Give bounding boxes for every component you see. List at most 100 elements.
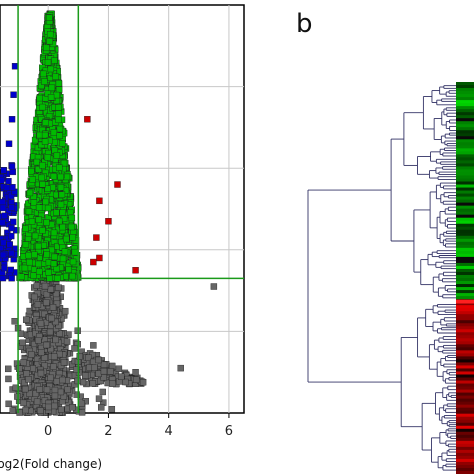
heat-cell-128 [456,467,474,472]
point-1281 [26,390,33,397]
point-3011 [57,201,65,208]
point-2926 [43,251,50,258]
panel-label-b: b [296,9,313,39]
heat-cell-56 [456,250,474,255]
point-1286 [57,406,65,413]
heat-cell-33 [456,181,474,186]
point-2972 [35,166,42,173]
point-1490 [81,372,89,379]
heat-cell-17 [456,133,474,137]
point-2964 [38,174,45,182]
point-2955 [53,209,60,216]
point-2896 [35,242,42,250]
point-2968 [61,248,69,255]
heat-cell-101 [456,386,474,391]
heat-cell-69 [456,290,474,294]
dendrogram [307,85,456,471]
heat-cell-22 [456,148,474,152]
heat-cell-112 [456,419,474,424]
point-2900 [63,235,70,243]
heat-cell-86 [456,341,474,345]
point-2959 [39,103,46,111]
heat-cell-123 [456,452,474,457]
point-1283 [41,310,48,318]
point-2562 [25,235,32,242]
point-1501 [85,354,92,361]
point-2971 [71,248,79,256]
heat-cell-81 [456,326,474,330]
point-2869 [56,125,64,133]
heat-cell-62 [456,268,474,273]
heat-cell-46 [456,220,474,225]
point-2795 [55,80,63,87]
point-3113 [10,91,17,98]
point-2912 [41,78,48,85]
heat-cell-98 [456,377,474,382]
point-1330 [22,406,29,414]
heat-cell-82 [456,329,474,333]
point-1316 [43,386,51,394]
point-1338 [50,353,58,360]
point-1518 [95,356,102,364]
point-3112 [8,116,16,123]
heat-cell-97 [456,374,474,379]
point-3045 [1,264,8,272]
point-1519 [91,364,98,371]
point-2990 [53,152,61,159]
heat-cell-59 [456,259,474,264]
heat-cell-74 [456,305,474,309]
point-2863 [21,264,29,272]
heat-cell-77 [456,314,474,318]
point-3117 [132,267,139,274]
heat-cell-68 [456,287,474,291]
point-2891 [57,173,65,181]
point-3100 [0,251,7,259]
heat-cell-29 [456,169,474,174]
heat-cell-55 [456,247,474,252]
heat-cell-43 [456,211,474,216]
point-1362 [53,378,61,385]
point-1349 [35,337,42,344]
point-1395 [25,376,32,383]
heat-cell-39 [456,199,474,204]
point-2994 [56,164,63,171]
point-1470 [109,362,116,370]
point-3040 [0,274,7,282]
heat-separator [456,299,474,304]
point-1360 [52,318,59,326]
point-2734 [55,86,63,93]
heat-cell-1 [456,85,474,89]
heat-cell-57 [456,253,474,258]
data-points [0,10,218,416]
point-3111 [5,140,13,147]
heat-cell-84 [456,335,474,339]
point-1384 [37,369,45,377]
heat-cell-7 [456,103,474,107]
point-2906 [51,253,58,261]
point-1371 [28,351,35,358]
heatmap-panel: b [296,9,474,474]
point-3104 [0,239,7,247]
heat-cell-100 [456,383,474,388]
point-1517 [73,366,80,373]
heat-cell-88 [456,347,474,351]
heat-cell-45 [456,217,474,222]
heat-cell-61 [456,265,474,270]
heat-cell-0 [456,82,474,86]
point-2870 [38,141,45,149]
point-2979 [44,185,51,192]
heat-cell-34 [456,184,474,189]
point-3123 [105,218,112,225]
point-1497 [107,368,114,375]
heat-cell-118 [456,437,474,442]
heat-cell-75 [456,308,474,312]
point-3107 [3,184,11,191]
heat-cell-119 [456,440,474,445]
x-tick-label-0: 0 [44,424,52,439]
heat-cell-44 [456,214,474,219]
heat-cell-73 [456,302,474,306]
point-1370 [34,301,42,308]
point-3122 [96,254,103,262]
x-axis-ticks: 0 2 4 6 [44,413,233,439]
